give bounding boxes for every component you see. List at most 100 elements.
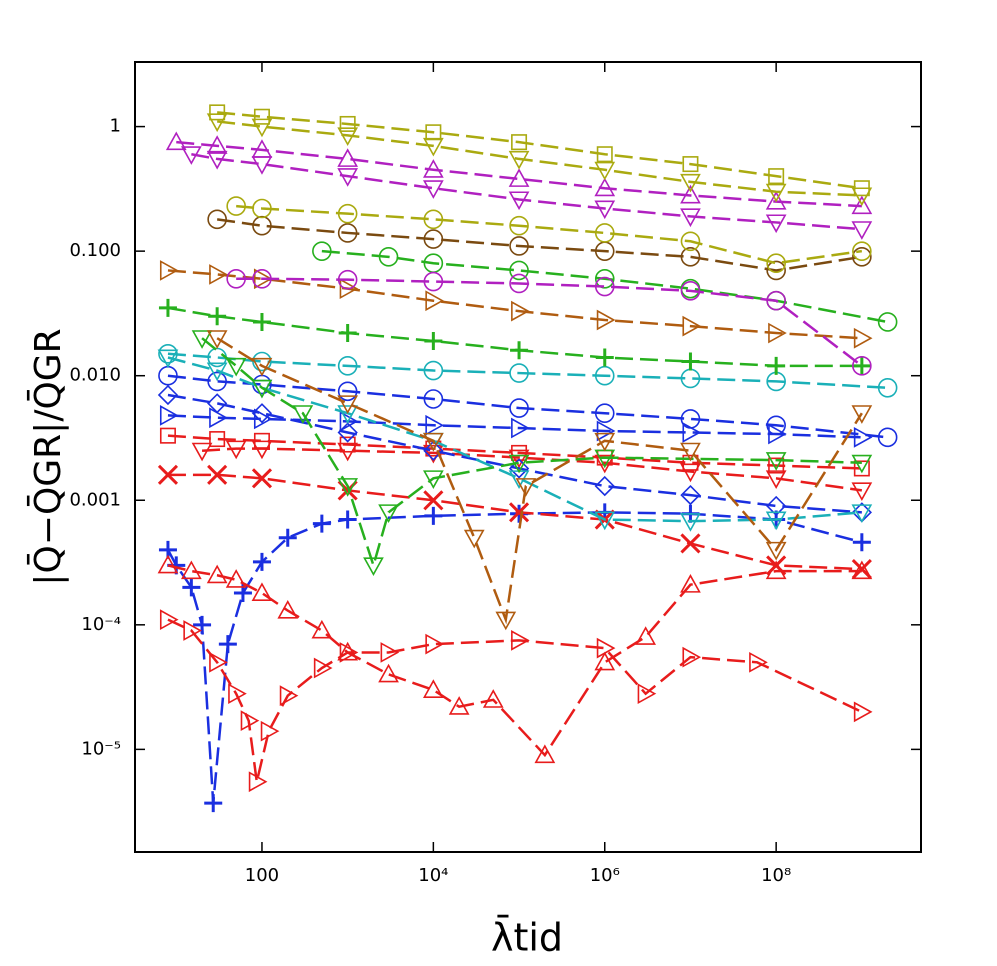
marker — [853, 460, 870, 477]
marker — [422, 137, 444, 157]
marker — [596, 309, 616, 331]
marker — [182, 578, 201, 597]
marker — [680, 247, 701, 267]
marker — [423, 271, 444, 292]
marker — [766, 495, 787, 517]
marker — [159, 427, 176, 444]
series-line — [167, 618, 863, 783]
marker — [635, 626, 657, 645]
x-tick-label: 100 — [245, 865, 279, 886]
plot-area — [157, 104, 898, 813]
series-line — [167, 306, 862, 368]
series-line — [321, 249, 888, 324]
marker — [680, 281, 701, 301]
marker — [680, 463, 701, 483]
marker — [209, 431, 226, 448]
marker — [682, 315, 702, 337]
marker — [218, 635, 237, 654]
marker — [423, 360, 444, 381]
marker — [422, 470, 444, 489]
marker — [509, 236, 529, 256]
marker — [337, 381, 358, 402]
marker — [596, 420, 616, 442]
y-tick-label: 0.100 — [69, 240, 121, 261]
marker — [853, 327, 873, 349]
marker — [595, 348, 614, 367]
marker — [509, 273, 529, 294]
marker — [337, 127, 359, 147]
marker — [206, 362, 228, 382]
marker — [193, 615, 212, 634]
marker — [766, 260, 786, 281]
marker — [312, 514, 331, 533]
marker — [852, 247, 872, 267]
marker — [338, 324, 357, 343]
marker — [877, 312, 898, 332]
marker — [425, 290, 445, 312]
marker — [338, 510, 357, 529]
marker — [206, 564, 228, 584]
marker — [768, 322, 787, 344]
marker — [158, 298, 177, 317]
marker — [378, 247, 399, 267]
marker — [680, 184, 701, 204]
marker — [680, 231, 701, 252]
marker — [209, 264, 228, 285]
marker — [209, 104, 226, 121]
marker — [165, 131, 187, 151]
marker — [251, 139, 273, 158]
marker — [313, 657, 333, 679]
marker — [482, 689, 504, 708]
marker — [363, 557, 384, 577]
marker — [337, 148, 359, 167]
marker — [680, 208, 701, 228]
marker — [508, 454, 530, 474]
marker — [508, 458, 530, 479]
marker — [509, 398, 529, 418]
series-line — [236, 204, 863, 265]
marker — [251, 118, 273, 138]
marker — [596, 146, 613, 163]
marker — [680, 574, 701, 593]
marker — [682, 646, 702, 668]
marker — [228, 683, 247, 705]
marker — [423, 229, 444, 249]
marker — [337, 203, 358, 224]
marker — [422, 432, 444, 452]
marker — [207, 209, 227, 230]
series-line — [167, 414, 862, 439]
marker — [851, 195, 873, 215]
marker — [515, 478, 537, 497]
marker — [206, 150, 228, 170]
y-tick-label: 10⁻⁵ — [81, 738, 121, 759]
marker — [226, 268, 246, 289]
marker — [337, 356, 358, 376]
marker — [680, 409, 701, 429]
series-line — [167, 434, 862, 470]
marker — [425, 633, 445, 655]
plot-frame — [134, 61, 922, 853]
marker — [680, 173, 701, 193]
marker — [207, 393, 228, 414]
marker — [877, 427, 898, 448]
marker — [206, 135, 228, 154]
marker — [766, 290, 786, 311]
marker — [159, 260, 179, 281]
marker — [594, 177, 616, 197]
marker — [337, 478, 359, 497]
marker — [594, 223, 615, 243]
marker — [851, 405, 873, 424]
marker — [208, 307, 227, 326]
marker — [337, 223, 358, 243]
marker — [851, 454, 873, 474]
marker — [206, 330, 228, 349]
y-tick-label: 10⁻⁴ — [81, 614, 121, 635]
marker — [278, 528, 297, 547]
marker — [422, 679, 444, 698]
marker — [380, 642, 400, 663]
marker — [339, 278, 359, 299]
marker — [425, 414, 445, 436]
marker — [337, 395, 359, 414]
marker — [851, 559, 872, 580]
marker — [508, 150, 530, 170]
